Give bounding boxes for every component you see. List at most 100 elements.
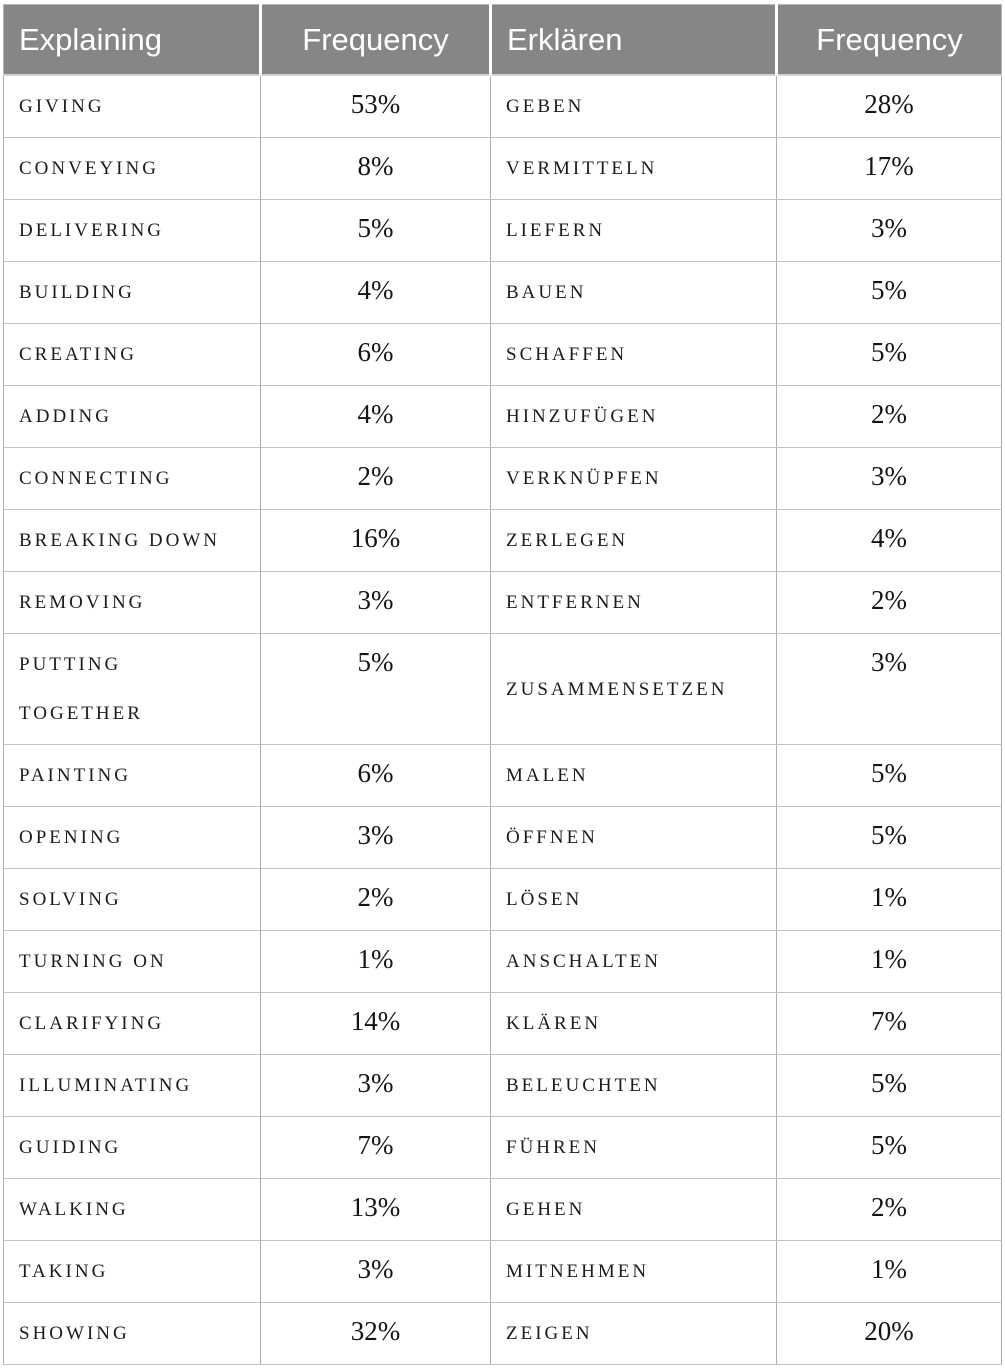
table-row: ILLUMINATING 3% BELEUCHTEN 5% (3, 1054, 1002, 1117)
english-term-cell: GIVING (3, 74, 261, 138)
column-header-frequency-german: Frequency (775, 4, 1002, 76)
german-term-cell: FÜHREN (490, 1116, 777, 1179)
english-frequency-cell: 4% (260, 385, 491, 448)
table-row: CONNECTING 2% VERKNÜPFEN 3% (3, 447, 1002, 510)
german-term-cell: ZUSAMMENSETZEN (490, 633, 777, 745)
table-row: DELIVERING 5% LIEFERN 3% (3, 199, 1002, 262)
german-frequency-cell: 2% (776, 571, 1002, 634)
english-frequency-cell: 3% (260, 1054, 491, 1117)
table-row: SOLVING 2% LÖSEN 1% (3, 868, 1002, 931)
english-term-cell: BREAKING DOWN (3, 509, 261, 572)
english-frequency-cell: 2% (260, 447, 491, 510)
german-term-cell: ZEIGEN (490, 1302, 777, 1365)
table-row: REMOVING 3% ENTFERNEN 2% (3, 571, 1002, 634)
german-term-cell: LÖSEN (490, 868, 777, 931)
english-term-cell: BUILDING (3, 261, 261, 324)
column-header-erklaeren: Erklären (489, 4, 777, 76)
column-header-frequency-english: Frequency (259, 4, 491, 76)
german-frequency-cell: 5% (776, 1054, 1002, 1117)
german-term-cell: VERMITTELN (490, 137, 777, 200)
german-frequency-cell: 1% (776, 1240, 1002, 1303)
header-row: Explaining Frequency Erklären Frequency (3, 4, 1002, 76)
table-row: TURNING ON 1% ANSCHALTEN 1% (3, 930, 1002, 993)
english-term-cell: OPENING (3, 806, 261, 869)
table-row: CONVEYING 8% VERMITTELN 17% (3, 137, 1002, 200)
table-row: ADDING 4% HINZUFÜGEN 2% (3, 385, 1002, 448)
german-frequency-cell: 5% (776, 1116, 1002, 1179)
table-row: BUILDING 4% BAUEN 5% (3, 261, 1002, 324)
english-term-cell: CREATING (3, 323, 261, 386)
german-term-cell: LIEFERN (490, 199, 777, 262)
table-row: CLARIFYING 14% KLÄREN 7% (3, 992, 1002, 1055)
english-frequency-cell: 53% (260, 74, 491, 138)
german-term-cell: ÖFFNEN (490, 806, 777, 869)
table-row: OPENING 3% ÖFFNEN 5% (3, 806, 1002, 869)
english-term-cell: CONNECTING (3, 447, 261, 510)
english-term-cell: REMOVING (3, 571, 261, 634)
german-frequency-cell: 2% (776, 1178, 1002, 1241)
english-term-cell: WALKING (3, 1178, 261, 1241)
german-frequency-cell: 17% (776, 137, 1002, 200)
german-term-cell: SCHAFFEN (490, 323, 777, 386)
german-term-cell: KLÄREN (490, 992, 777, 1055)
table-body: GIVING 53% GEBEN 28% CONVEYING 8% VERMITTELN 17… (3, 74, 1002, 1365)
english-frequency-cell: 13% (260, 1178, 491, 1241)
german-frequency-cell: 7% (776, 992, 1002, 1055)
german-term-cell: HINZUFÜGEN (490, 385, 777, 448)
german-frequency-cell: 5% (776, 261, 1002, 324)
german-frequency-cell: 5% (776, 806, 1002, 869)
german-frequency-cell: 1% (776, 930, 1002, 993)
english-frequency-cell: 4% (260, 261, 491, 324)
german-frequency-cell: 2% (776, 385, 1002, 448)
table-row: SHOWING 32% ZEIGEN 20% (3, 1302, 1002, 1365)
table-row: GUIDING 7% FÜHREN 5% (3, 1116, 1002, 1179)
english-frequency-cell: 14% (260, 992, 491, 1055)
english-frequency-cell: 5% (260, 633, 491, 745)
german-term-cell: ZERLEGEN (490, 509, 777, 572)
english-frequency-cell: 1% (260, 930, 491, 993)
table-row: CREATING 6% SCHAFFEN 5% (3, 323, 1002, 386)
english-term-cell: ADDING (3, 385, 261, 448)
english-frequency-cell: 3% (260, 571, 491, 634)
english-term-cell: ILLUMINATING (3, 1054, 261, 1117)
english-term-cell: TURNING ON (3, 930, 261, 993)
german-frequency-cell: 1% (776, 868, 1002, 931)
english-term-cell: GUIDING (3, 1116, 261, 1179)
english-frequency-cell: 3% (260, 806, 491, 869)
english-term-cell: CLARIFYING (3, 992, 261, 1055)
english-frequency-cell: 32% (260, 1302, 491, 1365)
english-term-cell: SOLVING (3, 868, 261, 931)
english-frequency-cell: 5% (260, 199, 491, 262)
frequency-table: Explaining Frequency Erklären Frequency … (3, 4, 1002, 1365)
table-row: PUTTING TOGETHER 5% ZUSAMMENSETZEN 3% (3, 633, 1002, 745)
english-frequency-cell: 8% (260, 137, 491, 200)
german-term-cell: GEBEN (490, 74, 777, 138)
german-term-cell: BAUEN (490, 261, 777, 324)
german-term-cell: MITNEHMEN (490, 1240, 777, 1303)
table-row: TAKING 3% MITNEHMEN 1% (3, 1240, 1002, 1303)
german-term-cell: VERKNÜPFEN (490, 447, 777, 510)
table-row: WALKING 13% GEHEN 2% (3, 1178, 1002, 1241)
german-term-cell: ANSCHALTEN (490, 930, 777, 993)
english-term-cell: DELIVERING (3, 199, 261, 262)
english-frequency-cell: 7% (260, 1116, 491, 1179)
table-header: Explaining Frequency Erklären Frequency (3, 4, 1002, 76)
english-frequency-cell: 3% (260, 1240, 491, 1303)
german-frequency-cell: 3% (776, 447, 1002, 510)
english-term-cell: PUTTING TOGETHER (3, 633, 261, 745)
table-row: PAINTING 6% MALEN 5% (3, 744, 1002, 807)
german-frequency-cell: 20% (776, 1302, 1002, 1365)
german-term-cell: MALEN (490, 744, 777, 807)
german-frequency-cell: 3% (776, 633, 1002, 745)
english-term-cell: SHOWING (3, 1302, 261, 1365)
english-term-cell: PAINTING (3, 744, 261, 807)
german-frequency-cell: 5% (776, 744, 1002, 807)
column-header-explaining: Explaining (3, 4, 261, 76)
german-term-cell: GEHEN (490, 1178, 777, 1241)
german-frequency-cell: 4% (776, 509, 1002, 572)
english-term-cell: CONVEYING (3, 137, 261, 200)
english-frequency-cell: 16% (260, 509, 491, 572)
table-row: GIVING 53% GEBEN 28% (3, 74, 1002, 138)
german-frequency-cell: 3% (776, 199, 1002, 262)
